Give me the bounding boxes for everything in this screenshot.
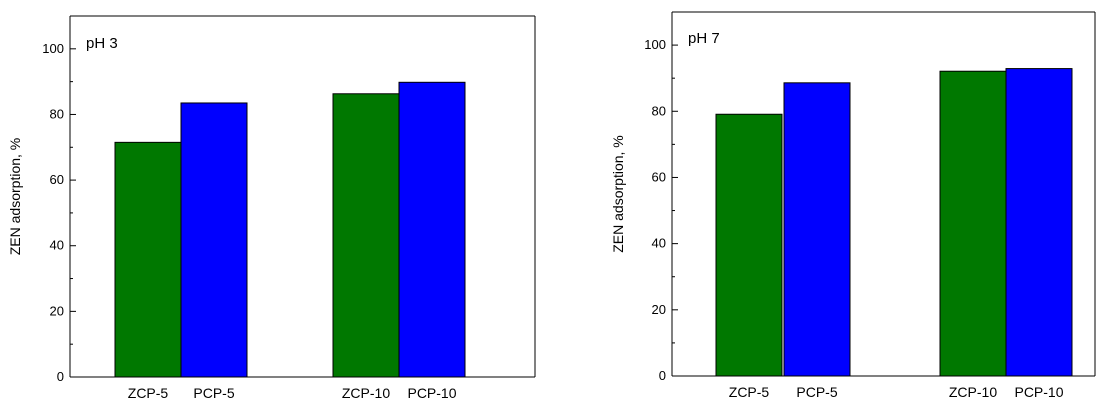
y-tick-label: 20 xyxy=(50,303,64,318)
bar-pcp-5 xyxy=(783,82,851,377)
ph-annotation: pH 7 xyxy=(688,30,720,47)
bar-zcp-10 xyxy=(332,93,400,378)
x-category-label: ZCP-10 xyxy=(949,384,997,400)
y-tick-label: 0 xyxy=(57,369,64,384)
y-tick-label: 60 xyxy=(50,172,64,187)
chart-panel-1: 0 20 40 60 80 100 ZCP-5 PCP-5 ZCP-10 PCP-10 ZEN ad… xyxy=(7,15,536,401)
ph-annotation: pH 3 xyxy=(86,35,118,52)
y-tick-label: 0 xyxy=(659,368,666,383)
bar-pcp-5 xyxy=(180,102,248,378)
y-tick-label: 60 xyxy=(652,169,666,184)
y-tick-label: 100 xyxy=(644,37,666,52)
x-category-label: PCP-5 xyxy=(193,385,234,401)
x-category-label: ZCP-10 xyxy=(342,385,390,401)
x-category-label: PCP-10 xyxy=(407,385,456,401)
y-tick-label: 100 xyxy=(42,41,64,56)
bar-pcp-10 xyxy=(1005,68,1073,377)
bar-zcp-10 xyxy=(939,70,1007,377)
y-tick-label: 80 xyxy=(652,103,666,118)
x-category-label: ZCP-5 xyxy=(128,385,169,401)
bar-zcp-5 xyxy=(114,141,182,378)
y-tick-label: 20 xyxy=(652,302,666,317)
y-axis-title: ZEN adsorption, % xyxy=(610,135,626,253)
x-category-label: PCP-10 xyxy=(1014,384,1063,400)
x-category-label: ZCP-5 xyxy=(729,384,770,400)
y-tick-label: 40 xyxy=(652,236,666,251)
y-axis-title: ZEN adsorption, % xyxy=(7,138,23,256)
bar-pcp-10 xyxy=(398,81,466,378)
y-tick-label: 40 xyxy=(50,238,64,253)
x-category-label: PCP-5 xyxy=(796,384,837,400)
chart-panel-2: 0 20 40 60 80 100 ZCP-5 PCP-5 ZCP-10 PCP-10 ZEN ad… xyxy=(610,11,1096,400)
bar-zcp-5 xyxy=(715,113,783,377)
y-tick-label: 80 xyxy=(50,106,64,121)
